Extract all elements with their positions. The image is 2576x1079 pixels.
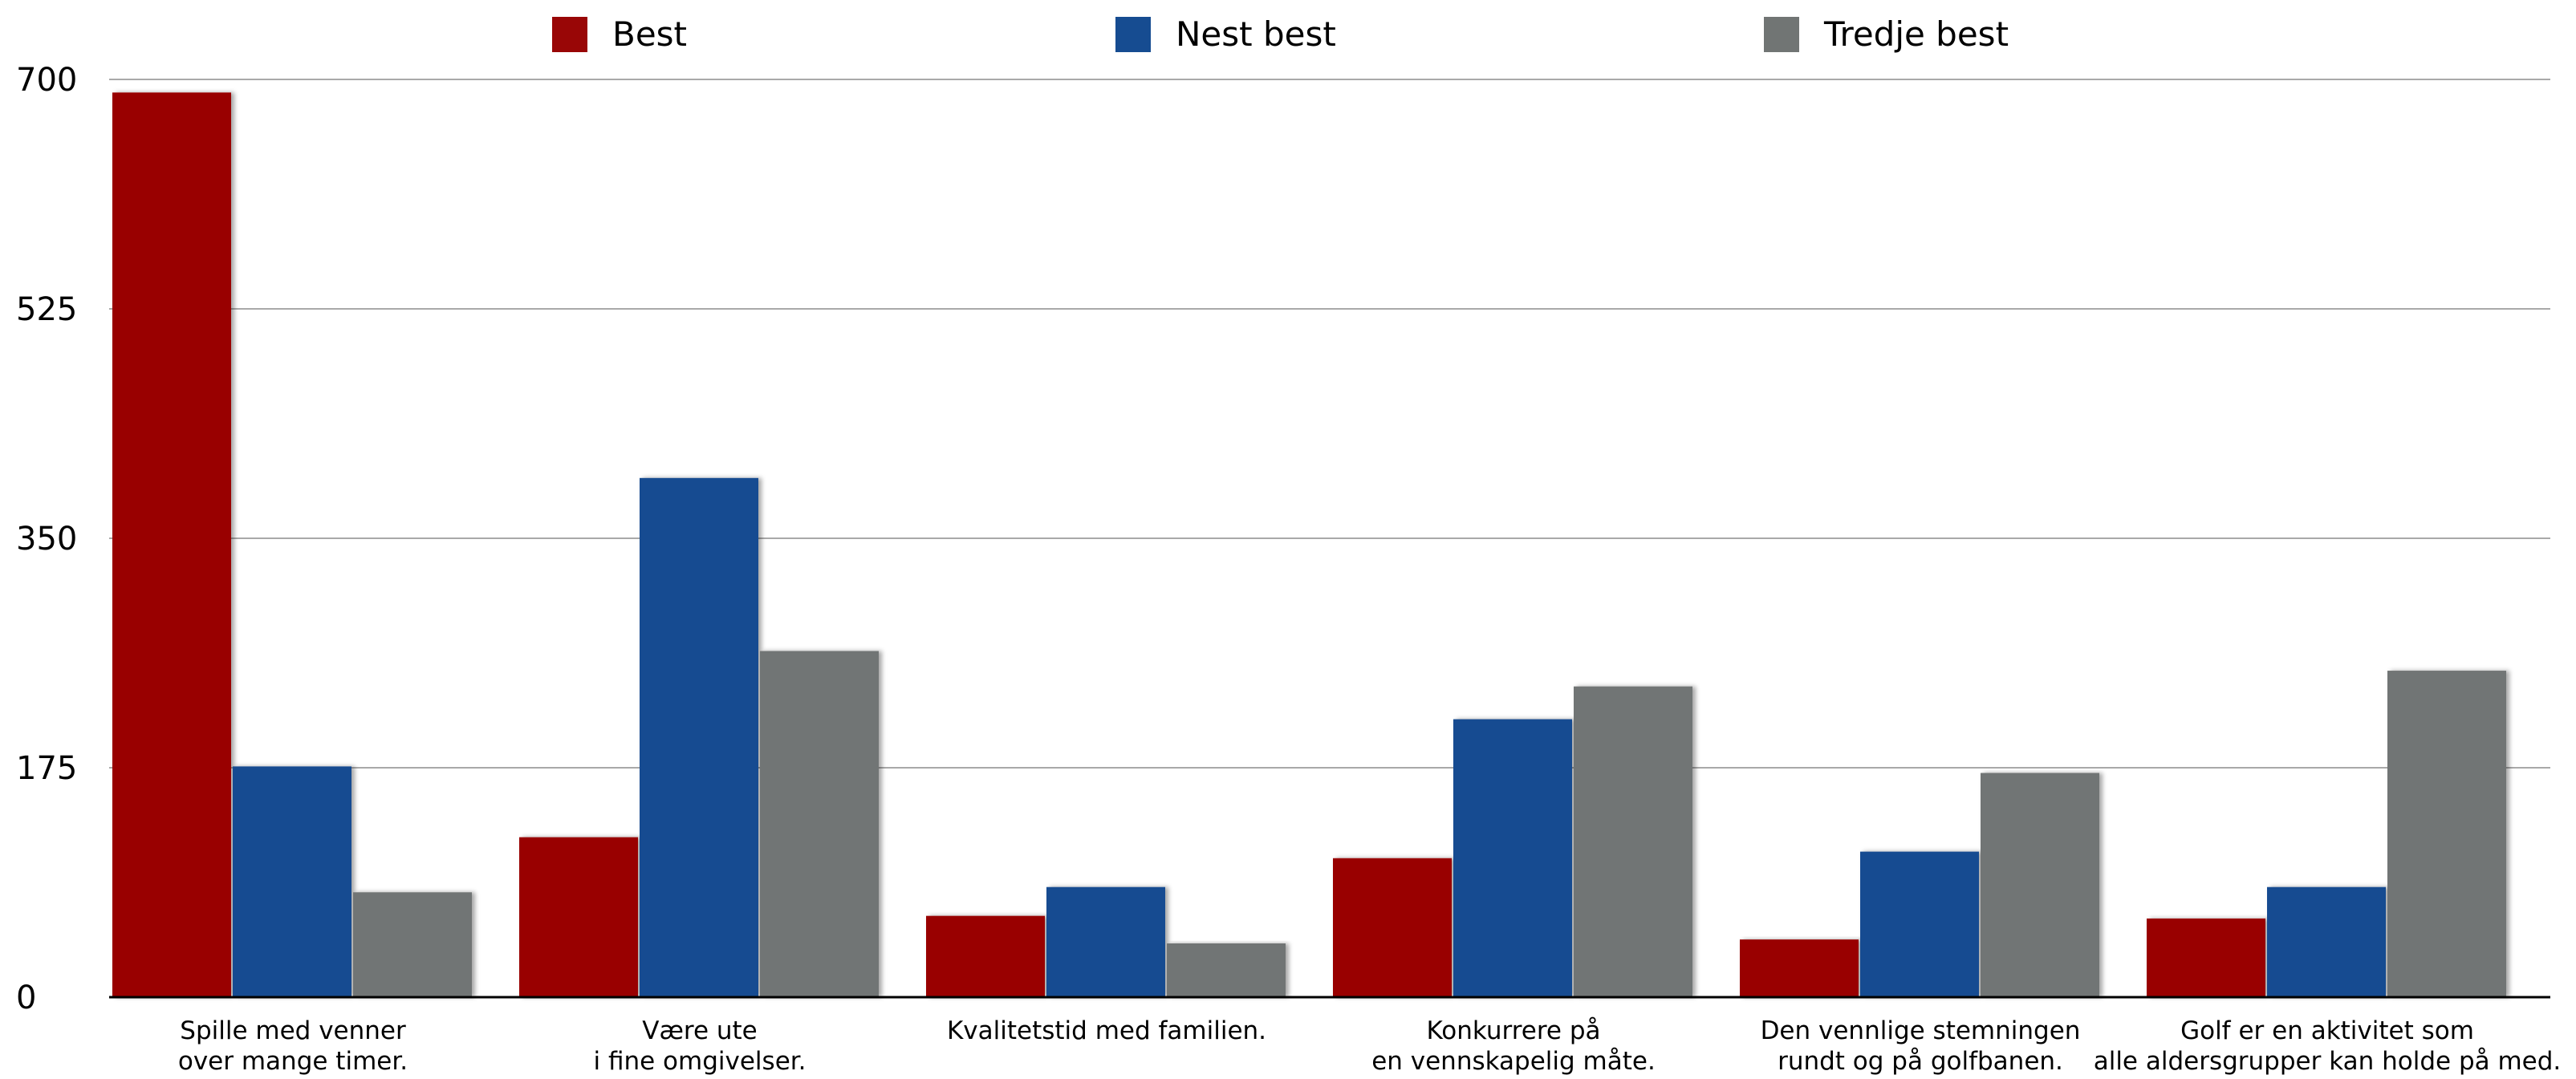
y-tick-label: 350 — [16, 521, 77, 558]
y-tick-label: 0 — [16, 980, 36, 1016]
category-label: i fine omgivelser. — [593, 1047, 806, 1076]
bar-best-4 — [1740, 939, 1859, 997]
legend-swatch-tredje-best — [1764, 17, 1799, 52]
bar-nest-best-1 — [640, 477, 758, 997]
legend: Best Nest best Tredje best — [552, 14, 2009, 54]
category-label: Være ute — [642, 1016, 758, 1045]
gridlines — [109, 79, 2550, 769]
legend-swatch-best — [552, 17, 587, 52]
category-label: en vennskapelig måte. — [1371, 1047, 1656, 1076]
bar-nest-best-3 — [1453, 719, 1572, 997]
bar-nest-best-2 — [1046, 886, 1165, 997]
y-tick-label: 175 — [16, 750, 77, 787]
bar-tredje-best-0 — [353, 892, 472, 997]
legend-swatch-nest-best — [1115, 17, 1151, 52]
bar-best-5 — [2147, 918, 2265, 997]
category-label: over mange timer. — [178, 1047, 408, 1076]
bar-best-0 — [112, 92, 231, 997]
y-tick-label: 525 — [16, 291, 77, 328]
bar-best-2 — [926, 915, 1045, 997]
bar-nest-best-0 — [233, 766, 351, 997]
legend-label: Best — [612, 14, 687, 54]
bar-best-3 — [1333, 858, 1452, 997]
y-axis: 0 175 350 525 700 — [16, 62, 77, 1016]
bar-tredje-best-3 — [1574, 686, 1692, 997]
category-label: Kvalitetstid med familien. — [947, 1016, 1266, 1045]
bar-tredje-best-5 — [2387, 671, 2506, 997]
legend-label: Nest best — [1176, 14, 1336, 54]
bar-tredje-best-1 — [760, 651, 879, 997]
bar-nest-best-4 — [1860, 851, 1979, 997]
bar-best-1 — [519, 837, 638, 997]
bar-tredje-best-4 — [1981, 773, 2099, 997]
bar-nest-best-5 — [2267, 886, 2386, 997]
y-tick-label: 700 — [16, 62, 77, 99]
category-label: Spille med venner — [180, 1016, 406, 1045]
category-label: rundt og på golfbanen. — [1778, 1047, 2063, 1076]
category-label: Golf er en aktivitet som — [2180, 1016, 2474, 1045]
category-label: Konkurrere på — [1426, 1016, 1600, 1045]
category-label: Den vennlige stemningen — [1761, 1016, 2081, 1045]
bar-tredje-best-2 — [1167, 943, 1286, 997]
bars — [112, 92, 2506, 997]
legend-label: Tredje best — [1823, 14, 2009, 54]
category-label: alle aldersgrupper kan holde på med. — [2094, 1047, 2562, 1076]
